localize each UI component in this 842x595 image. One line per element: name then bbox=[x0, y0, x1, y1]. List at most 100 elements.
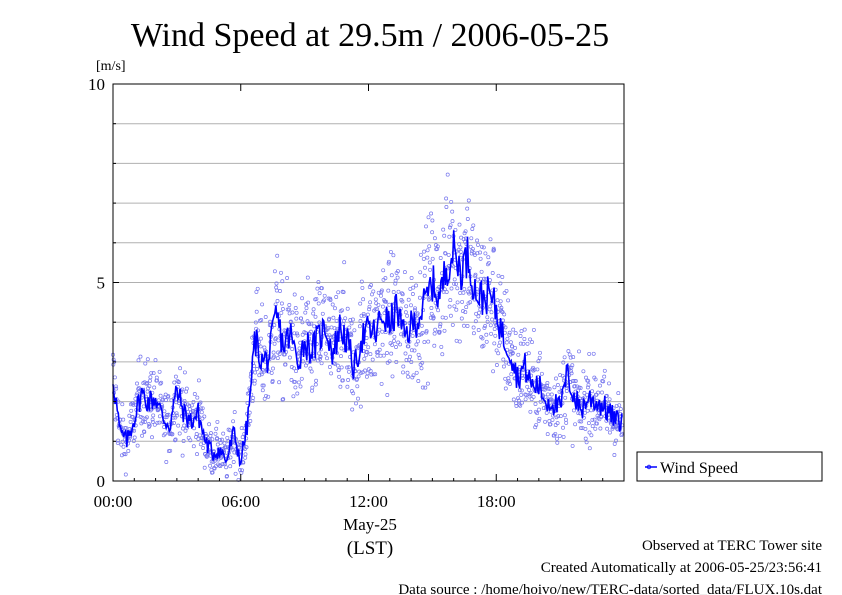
scatter-point bbox=[299, 376, 304, 381]
scatter-point bbox=[311, 311, 316, 316]
scatter-point bbox=[564, 389, 569, 393]
scatter-point bbox=[400, 292, 405, 297]
scatter-point bbox=[473, 274, 478, 279]
scatter-point bbox=[423, 294, 428, 299]
scatter-point bbox=[467, 291, 472, 296]
scatter-point bbox=[516, 352, 521, 357]
scatter-point bbox=[338, 384, 343, 389]
scatter-point bbox=[557, 433, 562, 438]
scatter-point bbox=[135, 391, 140, 396]
scatter-point bbox=[243, 455, 248, 460]
scatter-point bbox=[166, 394, 171, 399]
scatter-point bbox=[170, 432, 175, 437]
scatter-point bbox=[605, 426, 610, 431]
scatter-point bbox=[528, 409, 533, 414]
scatter-point bbox=[414, 342, 419, 347]
scatter-point bbox=[448, 313, 453, 318]
scatter-point bbox=[424, 224, 428, 229]
scatter-point bbox=[228, 455, 233, 460]
scatter-point bbox=[252, 378, 257, 383]
x-axis-label: (LST) bbox=[347, 538, 393, 559]
scatter-point bbox=[447, 304, 452, 309]
scatter-point bbox=[586, 382, 591, 387]
scatter-point bbox=[469, 236, 474, 241]
footer-created: Created Automatically at 2006-05-25/23:5… bbox=[541, 560, 822, 576]
scatter-point bbox=[552, 385, 557, 390]
scatter-point bbox=[545, 381, 550, 385]
scatter-point bbox=[422, 249, 427, 254]
footer-observed: Observed at TERC Tower site bbox=[642, 538, 822, 554]
scatter-point bbox=[471, 325, 476, 330]
scatter-point bbox=[488, 323, 493, 328]
scatter-point bbox=[607, 397, 612, 402]
scatter-point bbox=[432, 343, 437, 348]
scatter-point bbox=[457, 222, 462, 227]
scatter-point bbox=[329, 371, 334, 376]
scatter-point bbox=[555, 440, 560, 445]
scatter-point bbox=[174, 411, 179, 416]
scatter-point bbox=[612, 441, 617, 446]
scatter-point bbox=[228, 464, 233, 469]
scatter-point bbox=[438, 256, 443, 260]
scatter-point bbox=[144, 381, 149, 386]
scatter-point bbox=[364, 374, 369, 379]
scatter-point bbox=[555, 421, 560, 426]
scatter-point bbox=[598, 383, 602, 388]
scatter-point bbox=[535, 411, 540, 416]
scatter-point bbox=[309, 329, 313, 334]
scatter-point bbox=[299, 316, 304, 321]
scatter-point bbox=[421, 256, 426, 261]
scatter-point bbox=[584, 440, 589, 445]
scatter-point bbox=[270, 378, 275, 383]
scatter-point bbox=[432, 236, 437, 241]
scatter-point bbox=[452, 281, 457, 286]
scatter-point bbox=[494, 363, 499, 367]
scatter-point bbox=[414, 370, 419, 375]
scatter-point bbox=[577, 349, 581, 354]
scatter-point bbox=[457, 339, 462, 344]
scatter-point bbox=[153, 358, 158, 363]
scatter-point bbox=[343, 316, 348, 321]
scatter-point bbox=[292, 292, 297, 297]
scatter-point bbox=[191, 399, 196, 404]
x-tick-label: 12:00 bbox=[349, 492, 388, 511]
scatter-point bbox=[198, 442, 203, 447]
scatter-point bbox=[200, 406, 205, 411]
scatter-point bbox=[204, 454, 209, 459]
scatter-point bbox=[182, 370, 187, 375]
scatter-point bbox=[298, 384, 303, 389]
scatter-point bbox=[557, 389, 562, 394]
y-tick-group: 0 5 10 bbox=[88, 75, 624, 491]
scatter-point bbox=[439, 344, 444, 349]
scatter-point bbox=[389, 351, 394, 356]
scatter-point bbox=[332, 326, 337, 331]
scatter-point bbox=[287, 355, 292, 360]
scatter-point bbox=[533, 425, 538, 430]
scatter-point bbox=[430, 230, 435, 235]
scatter-point bbox=[449, 199, 454, 204]
scatter-point bbox=[470, 246, 475, 251]
scatter-point bbox=[422, 340, 427, 345]
scatter-point bbox=[195, 452, 199, 457]
scatter-point bbox=[614, 438, 618, 443]
scatter-point bbox=[519, 388, 524, 393]
scatter-point bbox=[345, 365, 350, 370]
scatter-point bbox=[268, 319, 273, 324]
scatter-point bbox=[529, 397, 534, 402]
scatter-point bbox=[128, 419, 133, 424]
scatter-point bbox=[572, 378, 577, 383]
scatter-point bbox=[210, 470, 215, 475]
scatter-point bbox=[323, 351, 328, 356]
scatter-point bbox=[487, 307, 492, 312]
scatter-point bbox=[585, 408, 590, 413]
scatter-point bbox=[497, 343, 502, 348]
scatter-point bbox=[335, 363, 340, 368]
footer-source: Data source : /home/hoivo/new/TERC-data/… bbox=[398, 582, 822, 595]
scatter-point bbox=[328, 298, 333, 302]
scatter-point bbox=[420, 331, 425, 335]
scatter-point bbox=[348, 331, 353, 336]
scatter-point bbox=[414, 283, 419, 288]
scatter-point bbox=[481, 245, 486, 250]
scatter-point bbox=[479, 269, 484, 274]
scatter-point bbox=[617, 403, 622, 408]
